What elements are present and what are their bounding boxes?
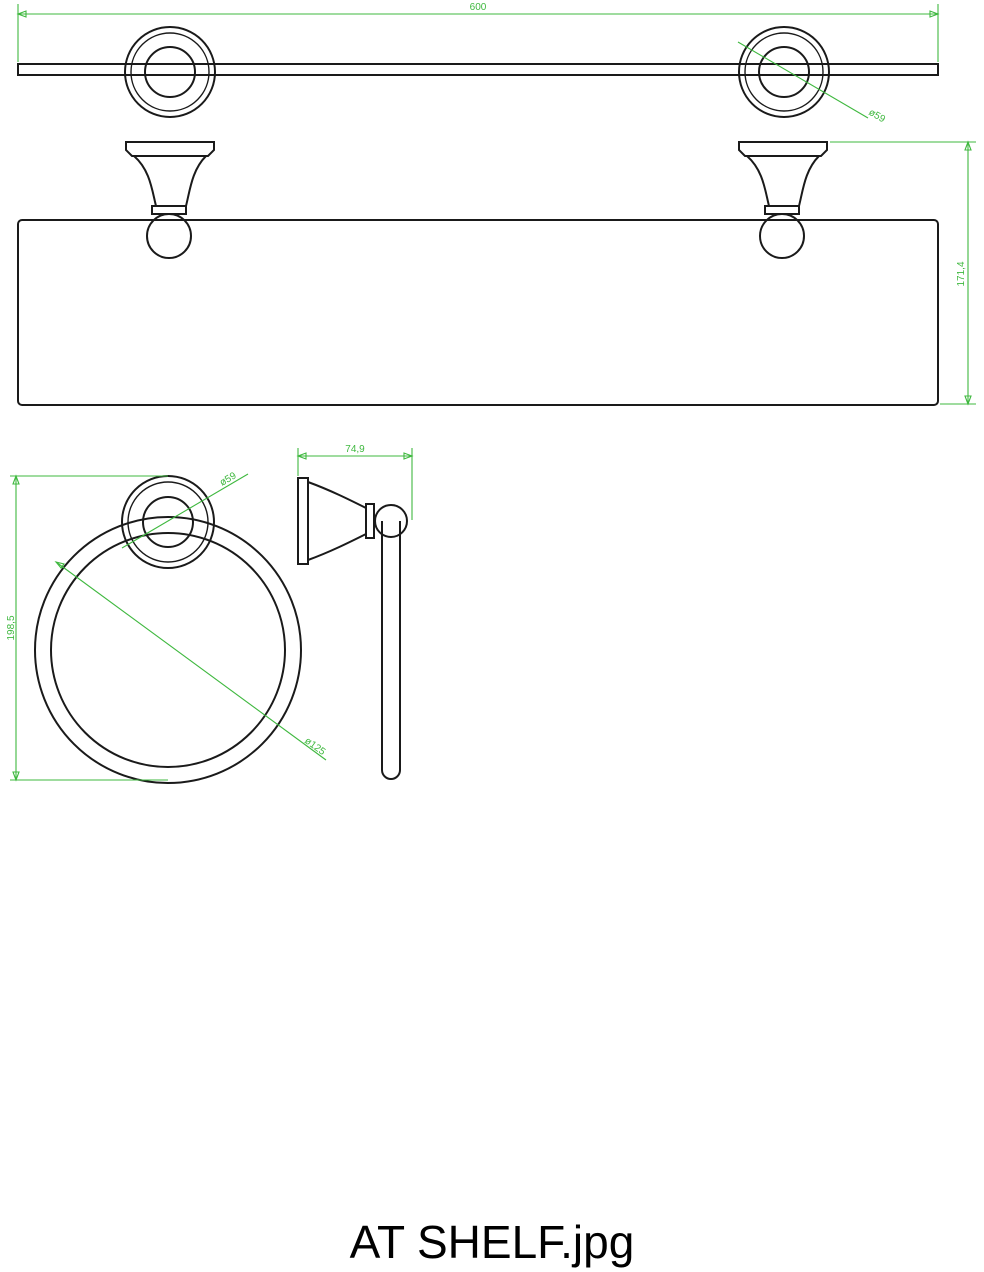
- left-rosette-top: [124, 26, 216, 118]
- left-bracket-front: [125, 141, 215, 259]
- right-rosette-top: [738, 26, 830, 118]
- shelf-bracket-diameter-label: ø59: [867, 107, 888, 125]
- ring-inner: [50, 532, 286, 768]
- towel-ring-side-view: [297, 477, 408, 780]
- dim-shelf-bracket-diameter: ø59: [737, 41, 888, 125]
- ring-diameter-label: ø125: [302, 736, 327, 759]
- ring-outer: [34, 516, 302, 784]
- dim-ring-projection: 74,9: [296, 444, 414, 520]
- shelf-height-label: 171,4: [956, 261, 967, 286]
- dim-ring-height: 198,5: [6, 474, 168, 782]
- shelf-width-label: 600: [470, 2, 487, 13]
- glass-shelf-top: [17, 63, 939, 76]
- image-caption: AT SHELF.jpg: [349, 1216, 635, 1268]
- ring-rosette: [121, 475, 215, 569]
- bracket-arm-side: [307, 481, 367, 561]
- right-bracket-front: [738, 141, 828, 259]
- dim-ring-bracket-diameter: ø59: [121, 470, 249, 549]
- dim-shelf-height: 171,4: [830, 140, 976, 406]
- ring-projection-label: 74,9: [345, 444, 365, 455]
- dim-shelf-width: 600: [16, 2, 940, 62]
- shelf-top-view: [17, 26, 939, 118]
- ring-bar-side: [381, 521, 401, 780]
- towel-ring-front-view: [34, 475, 302, 784]
- shelf-front-view: [17, 141, 939, 406]
- ring-height-label: 198,5: [6, 615, 17, 640]
- glass-shelf-front: [17, 219, 939, 406]
- wall-plate-side: [297, 477, 309, 565]
- technical-drawing: 600 ø59 171,4: [6, 2, 976, 784]
